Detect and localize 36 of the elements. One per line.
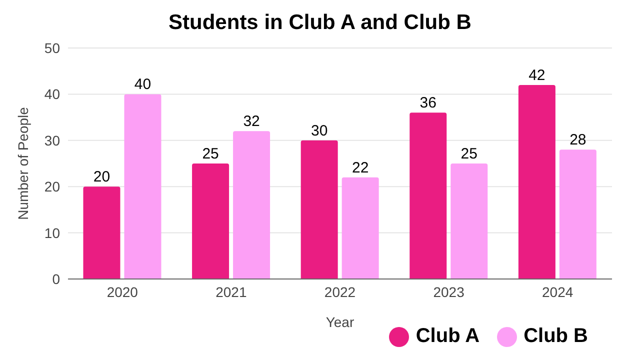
x-tick-label: 2021	[216, 284, 247, 300]
x-tick-label: 2022	[324, 284, 356, 300]
bar	[83, 186, 120, 279]
legend-label: Club B	[524, 325, 588, 348]
chart-title: Students in Club A and Club B	[168, 10, 472, 36]
x-axis-title: Year	[326, 314, 354, 330]
y-axis-title: Number of People	[14, 106, 31, 220]
bar	[342, 177, 379, 279]
bar	[450, 164, 488, 279]
x-tick-label: 2024	[542, 284, 574, 300]
data-label: 22	[352, 159, 369, 176]
data-label: 20	[93, 168, 110, 186]
bar	[518, 84, 556, 279]
bar	[233, 131, 270, 279]
legend-label: Club A	[416, 325, 480, 348]
x-tick-label: 2023	[433, 284, 465, 300]
y-tick-label: 40	[44, 86, 60, 102]
data-label: 28	[570, 132, 586, 149]
data-label: 32	[243, 113, 260, 130]
y-tick-label: 0	[52, 270, 60, 287]
data-label: 40	[134, 76, 152, 94]
y-tick-label: 30	[44, 132, 60, 148]
x-tick-label: 2020	[106, 284, 138, 300]
data-label: 36	[420, 94, 436, 112]
y-tick-label: 20	[44, 178, 60, 195]
bar	[410, 112, 447, 279]
data-label: 42	[528, 66, 546, 84]
data-label: 25	[202, 146, 219, 162]
y-tick-label: 50	[44, 40, 60, 56]
bar	[559, 150, 596, 279]
bar	[300, 140, 338, 279]
bar	[124, 94, 162, 279]
bar	[192, 164, 230, 279]
data-label: 30	[310, 122, 328, 140]
data-label: 25	[460, 146, 478, 162]
y-tick-label: 10	[44, 224, 60, 241]
